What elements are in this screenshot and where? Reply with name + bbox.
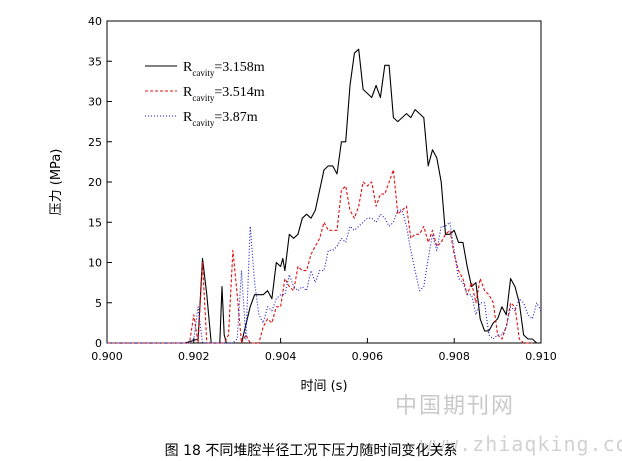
- legend-label: Rcavity=3.158m: [183, 60, 265, 78]
- watermark-cn: 中国期刊网: [395, 394, 516, 419]
- y-axis-title: 压力 (MPa): [49, 149, 64, 216]
- x-tick-label: 0.908: [438, 350, 470, 363]
- watermark-url: www.zhiaqking.com: [420, 432, 622, 456]
- series-line: [107, 48, 541, 344]
- legend-label: Rcavity=3.87m: [183, 110, 258, 128]
- legend-label: Rcavity=3.514m: [183, 85, 265, 103]
- x-tick-label: 0.904: [265, 350, 297, 363]
- y-tick-label: 0: [95, 337, 102, 350]
- y-tick-label: 15: [88, 216, 102, 229]
- series-line: [107, 169, 533, 344]
- series-lines: [107, 48, 542, 344]
- x-tick-label: 0.902: [178, 350, 210, 363]
- y-tick-label: 40: [88, 15, 102, 28]
- y-tick-label: 20: [88, 176, 102, 189]
- legend: Rcavity=3.158m Rcavity=3.514m Rcavity=3.87…: [145, 60, 265, 128]
- figure-caption: 图 18 不同堆腔半径工况下压力随时间变化关系: [164, 443, 458, 459]
- y-tick-label: 25: [88, 136, 102, 149]
- y-tick-label: 5: [95, 297, 102, 310]
- y-tick-label: 30: [88, 96, 102, 109]
- x-tick-label: 0.906: [352, 350, 384, 363]
- plot-frame: [106, 20, 542, 344]
- x-tick-label: 0.910: [525, 350, 557, 363]
- series-line: [107, 209, 542, 344]
- x-axis-title: 时间 (s): [300, 379, 347, 394]
- x-tick-label: 0.900: [91, 350, 123, 363]
- y-tick-label: 10: [88, 257, 102, 270]
- axis-ticks: 0.900 0.902 0.904 0.906 0.908 0.910 0 5 10 15 20 25…: [88, 15, 557, 363]
- y-tick-label: 35: [88, 55, 102, 68]
